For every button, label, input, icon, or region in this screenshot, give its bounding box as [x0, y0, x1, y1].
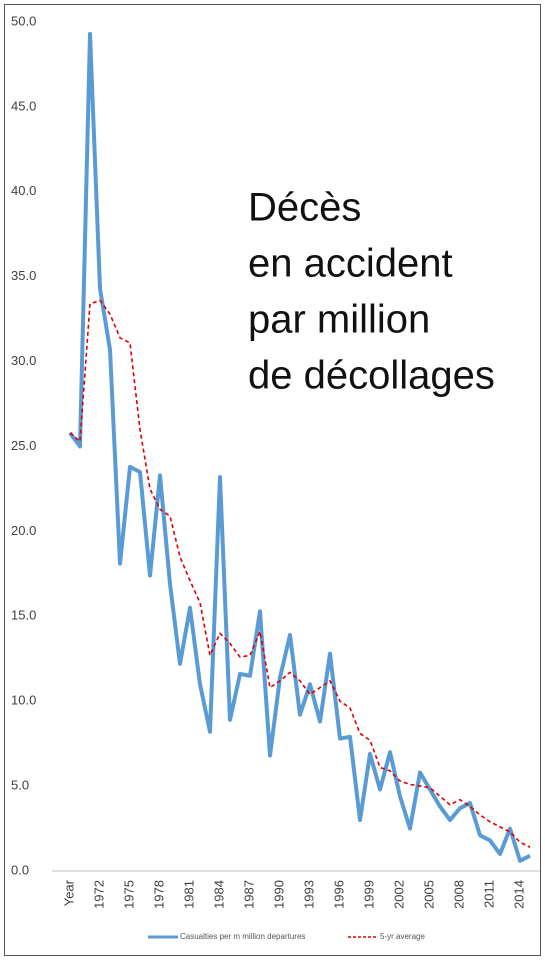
x-tick-label: 1972 [91, 880, 106, 909]
x-tick-label: 1975 [121, 880, 136, 909]
x-tick-label: Year [61, 879, 76, 906]
y-tick-label: 20.0 [11, 523, 36, 538]
y-tick-label: 35.0 [11, 268, 36, 283]
y-tick-label: 45.0 [11, 98, 36, 113]
y-tick-label: 50.0 [11, 13, 36, 28]
x-tick-label: 1984 [211, 880, 226, 909]
y-tick-label: 25.0 [11, 438, 36, 453]
x-tick-label: 2014 [511, 880, 526, 909]
annotation: Décès [248, 186, 361, 230]
annotation: en accident [248, 242, 453, 286]
legend-label: 5-yr average [380, 932, 425, 941]
y-tick-label: 40.0 [11, 183, 36, 198]
x-tick-label: 1999 [361, 880, 376, 909]
x-tick-label: 1978 [151, 880, 166, 909]
annotation: de décollages [248, 354, 495, 398]
series-line [68, 31, 531, 863]
annotation: par million [248, 298, 430, 342]
x-tick-label: 2002 [391, 880, 406, 909]
x-tick-label: 2008 [451, 880, 466, 909]
y-tick-label: 15.0 [11, 608, 36, 623]
series-line [69, 299, 531, 848]
x-tick-label: 2005 [421, 880, 436, 909]
x-tick-label: 1990 [271, 880, 286, 909]
x-tick-label: 1993 [301, 880, 316, 909]
x-tick-label: 1996 [331, 880, 346, 909]
y-tick-label: 5.0 [11, 778, 29, 793]
y-tick-label: 30.0 [11, 353, 36, 368]
x-tick-label: 1981 [181, 880, 196, 909]
legend-label: Casualties per m million departures [180, 932, 305, 941]
x-tick-label: 2011 [481, 880, 496, 908]
y-tick-label: 10.0 [11, 693, 36, 708]
x-tick-label: 1987 [241, 880, 256, 909]
chart-border [4, 4, 541, 956]
y-tick-label: 0.0 [11, 862, 29, 877]
